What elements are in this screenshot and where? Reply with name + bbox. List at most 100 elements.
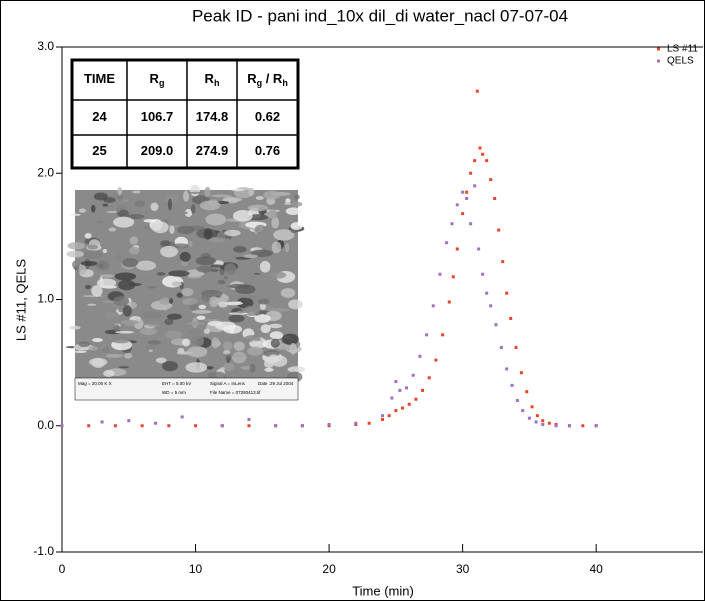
point bbox=[501, 260, 505, 264]
table-header: TIME bbox=[84, 71, 115, 86]
sem-texture bbox=[69, 213, 81, 216]
sem-texture bbox=[223, 275, 228, 280]
legend-marker bbox=[657, 47, 660, 51]
x-axis-label: Time (min) bbox=[352, 583, 414, 598]
sem-texture bbox=[228, 314, 245, 323]
point bbox=[581, 424, 585, 428]
point bbox=[514, 345, 518, 349]
point bbox=[494, 323, 498, 327]
point bbox=[447, 300, 451, 304]
sem-texture bbox=[147, 324, 161, 327]
sem-texture bbox=[290, 201, 303, 207]
sem-texture bbox=[125, 323, 135, 327]
sem-texture bbox=[105, 310, 119, 319]
sem-texture bbox=[183, 190, 190, 202]
sem-texture bbox=[182, 211, 188, 215]
x-tick-label: 20 bbox=[322, 562, 336, 576]
sem-texture bbox=[96, 220, 105, 224]
sem-texture bbox=[78, 263, 87, 275]
sem-texture bbox=[207, 320, 224, 327]
point bbox=[485, 291, 489, 295]
point bbox=[407, 402, 411, 406]
sem-texture bbox=[268, 323, 283, 329]
sem-texture bbox=[285, 198, 291, 203]
sem-texture bbox=[223, 362, 235, 372]
point bbox=[455, 203, 459, 207]
sem-texture bbox=[208, 238, 230, 243]
point bbox=[499, 345, 503, 349]
sem-texture bbox=[187, 240, 193, 247]
sem-caption: Date :29 Jul 2004 bbox=[258, 381, 294, 386]
header-text: R bbox=[205, 71, 215, 86]
point bbox=[485, 159, 489, 163]
sem-texture bbox=[113, 296, 130, 307]
sem-texture bbox=[179, 251, 191, 262]
point bbox=[510, 383, 514, 387]
sem-texture bbox=[135, 260, 157, 271]
sem-texture bbox=[80, 260, 98, 266]
sem-texture bbox=[115, 330, 135, 334]
sem-texture bbox=[120, 319, 139, 325]
table-cell: 209.0 bbox=[141, 143, 174, 158]
point bbox=[405, 386, 409, 390]
point bbox=[519, 371, 523, 375]
point bbox=[140, 424, 144, 428]
point bbox=[541, 422, 545, 426]
sem-texture bbox=[118, 209, 129, 219]
sem-texture bbox=[222, 341, 233, 351]
table-cell: 274.9 bbox=[196, 143, 229, 158]
sem-texture bbox=[257, 298, 270, 305]
point bbox=[421, 388, 425, 392]
y-tick-label: 0.0 bbox=[37, 418, 54, 432]
sem-texture bbox=[78, 208, 87, 213]
point bbox=[465, 197, 469, 200]
point bbox=[473, 159, 477, 163]
header-text: R bbox=[247, 71, 257, 86]
sem-texture bbox=[210, 264, 223, 268]
point bbox=[473, 184, 477, 188]
point bbox=[327, 422, 331, 426]
sem-texture bbox=[164, 330, 183, 340]
sem-texture bbox=[254, 224, 267, 234]
point bbox=[450, 222, 454, 226]
sem-texture bbox=[203, 228, 213, 240]
sem-texture bbox=[284, 202, 292, 205]
point bbox=[445, 241, 449, 245]
sem-texture bbox=[288, 299, 303, 310]
sem-texture bbox=[248, 187, 255, 196]
header-text: R bbox=[150, 71, 160, 86]
sem-texture bbox=[90, 204, 96, 213]
sem-texture bbox=[196, 315, 206, 320]
sem-texture bbox=[161, 360, 178, 372]
sem-texture bbox=[166, 313, 182, 320]
table-frame bbox=[70, 58, 300, 170]
point bbox=[401, 406, 405, 410]
sem-texture bbox=[269, 331, 284, 340]
sem-texture bbox=[239, 295, 262, 299]
sem-texture bbox=[96, 278, 117, 288]
sem-texture bbox=[98, 202, 121, 207]
sem-texture bbox=[273, 229, 295, 241]
sem-texture bbox=[123, 198, 128, 202]
sem-texture bbox=[148, 349, 153, 352]
sem-texture bbox=[84, 233, 92, 239]
sem-texture bbox=[263, 190, 281, 200]
point bbox=[534, 420, 538, 424]
sem-texture bbox=[211, 337, 220, 349]
subscript: h bbox=[214, 78, 220, 88]
sem-texture bbox=[132, 190, 141, 194]
point bbox=[438, 272, 442, 276]
point bbox=[127, 419, 131, 423]
sem-texture bbox=[181, 288, 194, 297]
point bbox=[367, 421, 371, 425]
point bbox=[194, 424, 198, 428]
point bbox=[60, 424, 64, 428]
sem-texture bbox=[122, 305, 132, 317]
sem-texture bbox=[190, 204, 196, 214]
sem-texture bbox=[67, 241, 86, 250]
sem-texture bbox=[269, 271, 287, 279]
sem-texture bbox=[224, 229, 241, 237]
sem-texture bbox=[209, 296, 219, 308]
sem-texture bbox=[129, 236, 139, 245]
point bbox=[153, 421, 157, 425]
